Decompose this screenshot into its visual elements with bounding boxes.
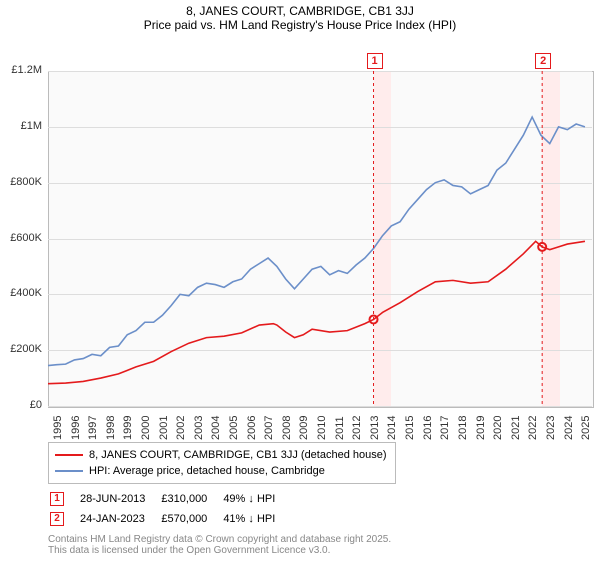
x-tick-label: 2019 — [475, 416, 487, 440]
x-tick-label: 2004 — [210, 416, 222, 440]
legend-label: 8, JANES COURT, CAMBRIDGE, CB1 3JJ (deta… — [89, 449, 387, 461]
footer-line1: Contains HM Land Registry data © Crown c… — [48, 534, 600, 545]
legend: 8, JANES COURT, CAMBRIDGE, CB1 3JJ (deta… — [48, 442, 396, 484]
chart-title: 8, JANES COURT, CAMBRIDGE, CB1 3JJ — [0, 4, 600, 18]
event-price: £310,000 — [161, 490, 221, 508]
x-tick-label: 1996 — [70, 416, 82, 440]
x-tick-label: 2020 — [492, 416, 504, 440]
x-tick-label: 1999 — [122, 416, 134, 440]
event-marker-2: 2 — [50, 512, 64, 526]
legend-row-hpi: HPI: Average price, detached house, Camb… — [55, 463, 387, 479]
x-tick-label: 1998 — [105, 416, 117, 440]
chart-subtitle: Price paid vs. HM Land Registry's House … — [0, 18, 600, 32]
x-tick-label: 2000 — [140, 416, 152, 440]
x-tick-label: 2007 — [263, 416, 275, 440]
x-tick-label: 2002 — [175, 416, 187, 440]
legend-swatch — [55, 454, 83, 456]
event-row-1: 1 28-JUN-2013£310,00049% ↓ HPI — [50, 490, 289, 508]
x-tick-label: 2016 — [422, 416, 434, 440]
event-price: £570,000 — [161, 510, 221, 528]
x-tick-label: 2023 — [545, 416, 557, 440]
x-tick-label: 1995 — [52, 416, 64, 440]
x-tick-label: 2022 — [527, 416, 539, 440]
event-marker-1: 1 — [50, 492, 64, 506]
x-tick-label: 2011 — [334, 416, 346, 440]
event-delta: 49% ↓ HPI — [223, 490, 289, 508]
chart-area: £0£200K£400K£600K£800K£1M£1.2M1995199619… — [0, 36, 600, 436]
x-tick-label: 2008 — [281, 416, 293, 440]
footer: Contains HM Land Registry data © Crown c… — [48, 534, 600, 556]
legend-swatch — [55, 470, 83, 472]
events-table: 1 28-JUN-2013£310,00049% ↓ HPI 2 24-JAN-202… — [48, 488, 291, 530]
x-tick-label: 2017 — [439, 416, 451, 440]
x-tick-label: 1997 — [87, 416, 99, 440]
event-date: 28-JUN-2013 — [80, 490, 159, 508]
x-tick-label: 2010 — [316, 416, 328, 440]
event-delta: 41% ↓ HPI — [223, 510, 289, 528]
x-tick-label: 2021 — [510, 416, 522, 440]
chart-svg — [0, 36, 594, 408]
x-tick-label: 2001 — [158, 416, 170, 440]
x-tick-label: 2009 — [298, 416, 310, 440]
x-tick-label: 2006 — [246, 416, 258, 440]
x-tick-label: 2025 — [580, 416, 592, 440]
legend-label: HPI: Average price, detached house, Camb… — [89, 465, 325, 477]
x-tick-label: 2014 — [386, 416, 398, 440]
legend-row-price_paid: 8, JANES COURT, CAMBRIDGE, CB1 3JJ (deta… — [55, 447, 387, 463]
x-tick-label: 2024 — [563, 416, 575, 440]
series-hpi — [48, 117, 585, 365]
event-date: 24-JAN-2023 — [80, 510, 159, 528]
x-tick-label: 2018 — [457, 416, 469, 440]
x-tick-label: 2003 — [193, 416, 205, 440]
x-tick-label: 2012 — [351, 416, 363, 440]
series-price_paid — [48, 241, 585, 383]
event-row-2: 2 24-JAN-2023£570,00041% ↓ HPI — [50, 510, 289, 528]
x-tick-label: 2015 — [404, 416, 416, 440]
footer-line2: This data is licensed under the Open Gov… — [48, 545, 600, 556]
x-tick-label: 2013 — [369, 416, 381, 440]
x-tick-label: 2005 — [228, 416, 240, 440]
